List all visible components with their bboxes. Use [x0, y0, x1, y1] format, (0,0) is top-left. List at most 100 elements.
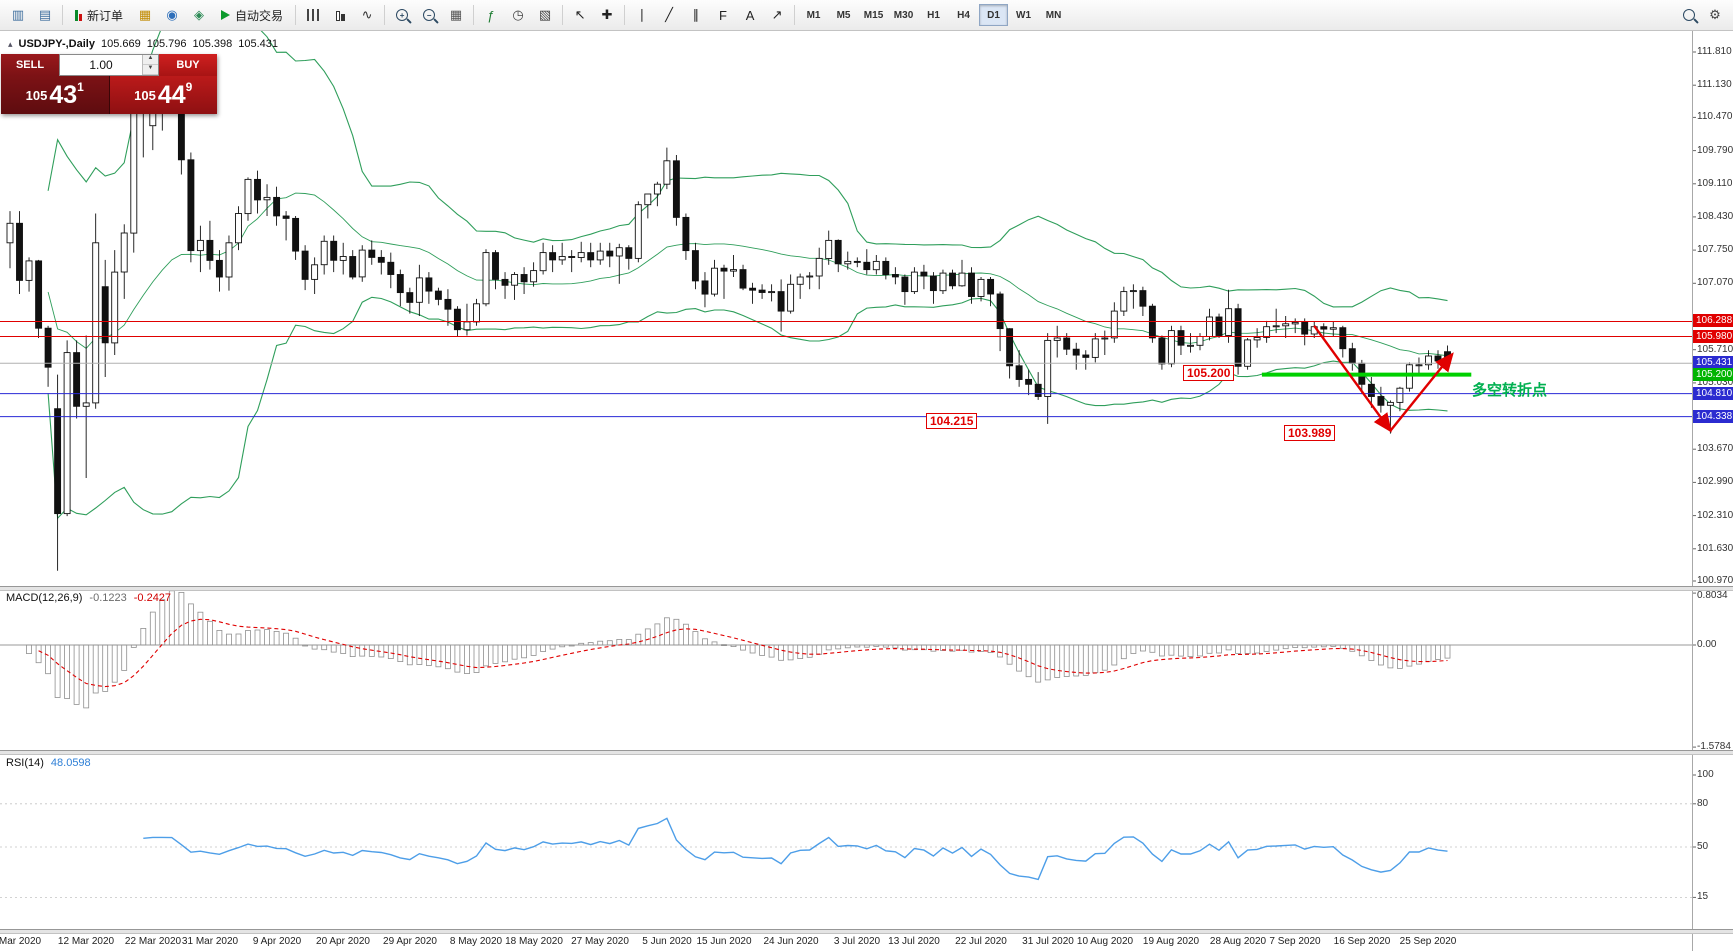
fibonacci-icon[interactable]: F — [710, 2, 736, 28]
text-icon[interactable]: A — [737, 2, 763, 28]
time-axis-label: 31 Mar 2020 — [181, 936, 239, 947]
time-axis-label: 19 Aug 2020 — [1142, 936, 1200, 947]
drawn-arrow-2[interactable] — [1389, 352, 1454, 432]
time-axis-label: 9 Apr 2020 — [252, 936, 302, 947]
templates-icon[interactable]: ▧ — [532, 2, 558, 28]
ohlc-high: 105.796 — [146, 38, 187, 50]
macd-main-value: -0.1223 — [89, 592, 127, 604]
cursor-icon[interactable]: ↖ — [567, 2, 593, 28]
arrow-tool-icon[interactable]: ↗ — [764, 2, 790, 28]
bb-middle-band — [47, 192, 1448, 357]
time-axis-label: 16 Sep 2020 — [1333, 936, 1391, 947]
volume-up-icon[interactable]: ▲ — [143, 55, 158, 65]
periods-icon: ◷ — [512, 7, 524, 22]
navigator-icon: ◉ — [166, 7, 178, 22]
tf-m30-button[interactable]: M30 — [893, 9, 914, 21]
tf-m1-button[interactable]: M1 — [806, 9, 821, 21]
volume-value[interactable]: 1.00 — [89, 58, 113, 72]
zoom-out-icon[interactable]: − — [416, 2, 442, 28]
fibonacci-icon: F — [719, 7, 727, 23]
bar-chart-icon[interactable] — [300, 2, 326, 28]
tf-d1-button[interactable]: D1 — [979, 4, 1009, 26]
toolbar-separator — [562, 5, 564, 25]
settings-icon[interactable]: ⚙ — [1702, 2, 1728, 28]
time-axis-label: 27 May 2020 — [571, 936, 629, 947]
sell-price-button[interactable]: 105 43 1 — [1, 76, 109, 114]
price-scale-label: 107.750 — [1697, 244, 1733, 255]
price-scale-label: 101.630 — [1697, 543, 1733, 554]
tf-mn-button[interactable]: MN — [1045, 9, 1062, 21]
buy-price-figure: 105 — [134, 87, 156, 103]
rsi-name: RSI(14) — [6, 757, 44, 769]
periods-icon[interactable]: ◷ — [505, 2, 531, 28]
search-icon — [1683, 9, 1695, 21]
navigator-icon[interactable]: ◉ — [159, 2, 185, 28]
price-scale-label: 111.810 — [1697, 46, 1732, 57]
panel-splitter-1[interactable] — [0, 586, 1733, 591]
new-chart-icon: ▥ — [11, 7, 25, 22]
tf-h1-button[interactable]: H1 — [927, 9, 940, 21]
ohlc-close: 105.431 — [238, 38, 279, 50]
rsi-value: 48.0598 — [50, 757, 91, 769]
time-axis-label: 29 Apr 2020 — [383, 936, 437, 947]
tf-h4-button[interactable]: H4 — [957, 9, 970, 21]
trendline-icon[interactable]: ╱ — [656, 2, 682, 28]
tf-w1-button[interactable]: W1 — [1016, 9, 1032, 21]
price-scale-label: 108.430 — [1697, 211, 1733, 222]
vline-icon[interactable]: ∣ — [629, 2, 655, 28]
chart-symbol-label: USDJPY-,Daily — [18, 38, 95, 50]
new-order-button[interactable]: 新订单 — [67, 2, 131, 28]
rsi-scale-label: 50 — [1697, 841, 1709, 852]
tf-m5-button[interactable]: M5 — [836, 9, 851, 21]
time-axis-label: 12 Mar 2020 — [57, 936, 115, 947]
price-scale-label: 105.030 — [1697, 377, 1733, 388]
price-note-105200: 105.200 — [1183, 365, 1235, 381]
macd-indicator-label: MACD(12,26,9) -0.1223 -0.2427 — [6, 592, 171, 604]
candlestick-icon[interactable] — [327, 2, 353, 28]
buy-price-button[interactable]: 105 44 9 — [108, 76, 217, 114]
volume-field[interactable]: 1.00 ▲ ▼ — [59, 54, 159, 76]
panel-splitter-2[interactable] — [0, 750, 1733, 755]
buy-price-pipette: 9 — [185, 80, 193, 94]
market-watch-icon[interactable]: ▦ — [132, 2, 158, 28]
sell-button[interactable]: SELL — [1, 54, 59, 76]
rsi-indicator-label: RSI(14) 48.0598 — [6, 757, 91, 769]
profiles-icon[interactable]: ▤ — [32, 2, 58, 28]
rsi-scale-label: 80 — [1697, 798, 1709, 809]
one-click-trading-panel: SELL 1.00 ▲ ▼ BUY 105 43 1 105 44 9 — [1, 54, 217, 114]
macd-name: MACD(12,26,9) — [6, 592, 83, 604]
time-axis-label: 18 May 2020 — [505, 936, 563, 947]
panel-splitter-3[interactable] — [0, 929, 1733, 934]
zoom-in-icon[interactable]: + — [389, 2, 415, 28]
crosshair-icon[interactable]: ✚ — [594, 2, 620, 28]
terminal-icon[interactable]: ◈ — [186, 2, 212, 28]
autotrading-button[interactable]: 自动交易 — [213, 2, 291, 28]
templates-icon: ▧ — [538, 7, 552, 22]
indicators-icon[interactable]: ƒ — [478, 2, 504, 28]
drawn-arrow-1[interactable] — [1313, 325, 1392, 433]
line-chart-icon[interactable]: ∿ — [354, 2, 380, 28]
price-scale-label: 102.310 — [1697, 510, 1733, 521]
tf-m15-button[interactable]: M15 — [863, 9, 884, 21]
toolbar-separator — [62, 5, 63, 25]
new-order-button-label: 新订单 — [87, 8, 124, 23]
macd-scale-label: -1.5784 — [1697, 741, 1731, 752]
buy-button[interactable]: BUY — [159, 54, 217, 76]
macd-signal-value: -0.2427 — [133, 592, 172, 604]
time-axis-label: 3 Jul 2020 — [833, 936, 881, 947]
cursor-icon: ↖ — [574, 7, 586, 22]
candlestick-icon — [335, 9, 345, 21]
price-scale-label: 109.110 — [1697, 178, 1733, 189]
volume-stepper[interactable]: ▲ ▼ — [142, 55, 158, 75]
volume-down-icon[interactable]: ▼ — [143, 65, 158, 75]
toolbar-separator — [295, 5, 297, 25]
sell-price-pipette: 1 — [77, 80, 84, 94]
channel-icon[interactable]: ∥ — [683, 2, 709, 28]
ohlc-open: 105.669 — [100, 38, 141, 50]
toolbar-separator — [384, 5, 386, 25]
crosshair-icon: ✚ — [601, 7, 613, 22]
tile-windows-icon[interactable]: ▦ — [443, 2, 469, 28]
search-icon[interactable] — [1676, 2, 1702, 28]
new-chart-icon[interactable]: ▥ — [5, 2, 31, 28]
